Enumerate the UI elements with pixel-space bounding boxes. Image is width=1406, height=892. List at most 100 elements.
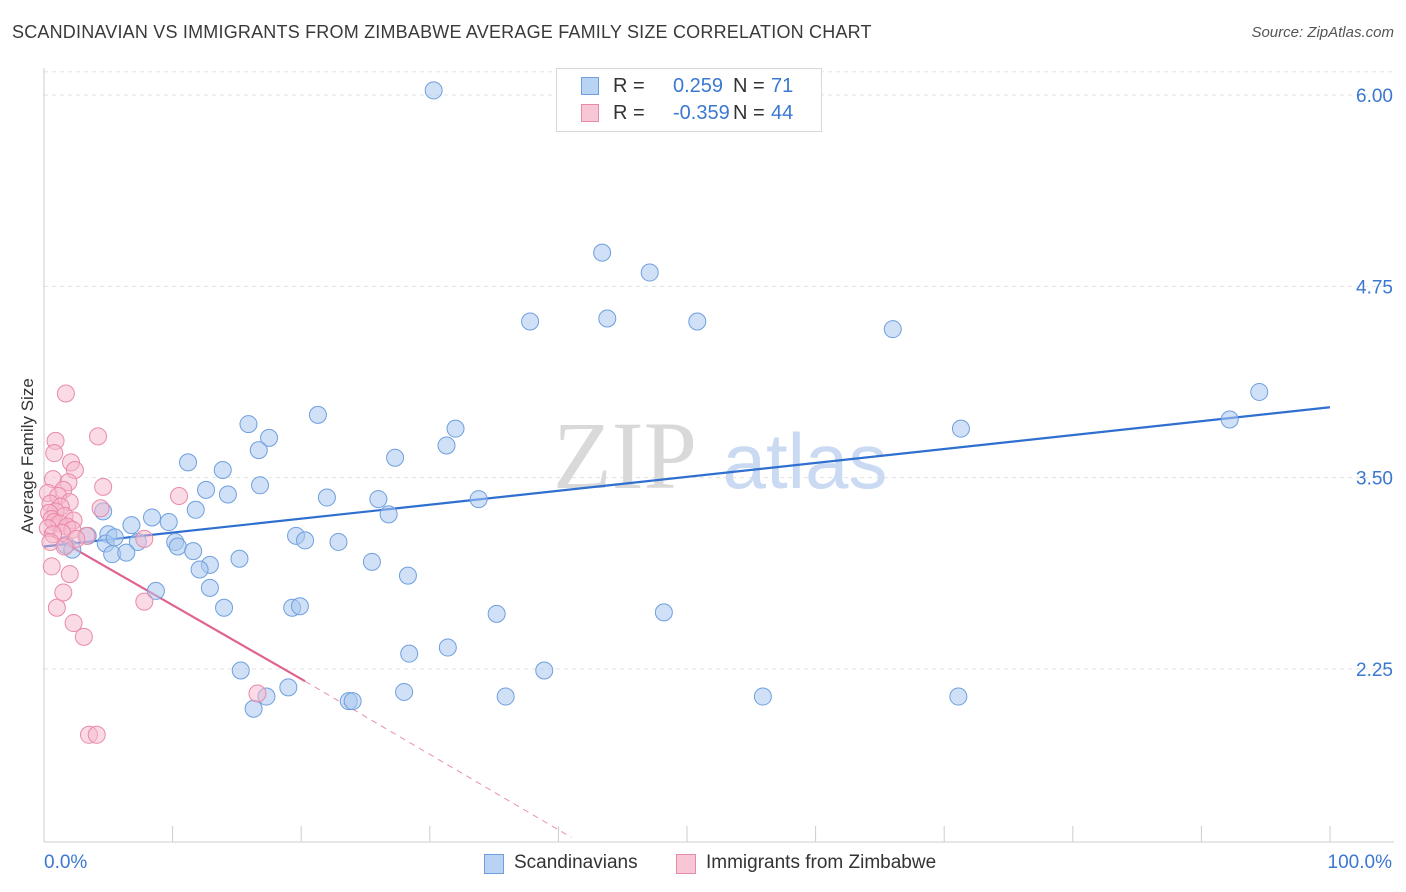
y-tick-label: 4.75 xyxy=(1356,277,1393,298)
scandinavians-point xyxy=(951,419,970,438)
scandinavians-point xyxy=(343,692,362,711)
scandinavians-point xyxy=(362,552,381,571)
scandinavians-point xyxy=(179,453,198,472)
scandinavians-point xyxy=(386,448,405,467)
y-tick-label: 6.00 xyxy=(1356,86,1393,107)
scandinavians-point xyxy=(186,500,205,519)
scandinavians-point xyxy=(654,603,673,622)
scandinavians-point xyxy=(146,581,165,600)
scandinavians-point xyxy=(296,531,315,550)
n-value: 44 xyxy=(771,102,794,124)
scandinavians-point xyxy=(168,537,187,556)
scandinavians-point xyxy=(469,490,488,509)
blue-swatch xyxy=(484,854,504,874)
scandinavians-point xyxy=(883,320,902,339)
scandinavians-point xyxy=(159,513,178,532)
y-axis-label: Average Family Size xyxy=(18,378,37,534)
scandinavians-point xyxy=(143,508,162,527)
y-tick-label: 3.50 xyxy=(1356,469,1393,490)
scandinavians-point xyxy=(640,263,659,282)
scandinavians-point xyxy=(379,505,398,524)
x-tick-min: 0.0% xyxy=(44,852,88,873)
n-label: N = xyxy=(733,102,765,124)
scandinavians-point xyxy=(218,485,237,504)
zimbabwe-point xyxy=(135,592,154,611)
scandinavians-point xyxy=(593,243,612,262)
scandinavians-point xyxy=(1220,410,1239,429)
scandinavians-point xyxy=(122,516,141,535)
n-value: 71 xyxy=(771,75,794,97)
zimbabwe-point xyxy=(64,614,83,633)
scandinavians-trend-line xyxy=(43,406,1331,548)
y-tick-labels: 2.25 3.50 4.75 6.00 xyxy=(1356,86,1393,681)
x-tick-max: 100.0% xyxy=(1327,852,1392,873)
scandinavians-point xyxy=(251,476,270,495)
zimbabwe-point xyxy=(55,537,74,556)
scandinavians-point xyxy=(535,661,554,680)
trend-lines xyxy=(43,406,1331,838)
scandinavians-point xyxy=(329,532,348,551)
blue-swatch xyxy=(581,77,599,95)
scandinavians-point xyxy=(598,309,617,328)
zimbabwe-point xyxy=(56,384,75,403)
zimbabwe-point xyxy=(170,487,189,506)
axes xyxy=(43,68,1394,843)
scandinavians-point xyxy=(446,419,465,438)
zimbabwe-point xyxy=(248,684,267,703)
r-value: 0.259 xyxy=(673,75,724,97)
scandinavians-point xyxy=(190,560,209,579)
scandinavians-point xyxy=(231,661,250,680)
scandinavians-point xyxy=(279,678,298,697)
scandinavians-point xyxy=(487,604,506,623)
zimbabwe-points xyxy=(38,384,267,744)
zimbabwe-point xyxy=(54,583,73,602)
scandinavians-point xyxy=(239,415,258,434)
zimbabwe-point xyxy=(89,427,108,446)
zimbabwe-point xyxy=(47,598,66,617)
zimbabwe-trend-extension xyxy=(304,680,572,838)
chart-source: Source: ZipAtlas.com xyxy=(1251,24,1394,41)
scandinavians-point xyxy=(117,543,136,562)
scandinavians-point xyxy=(105,528,124,547)
chart-title: SCANDINAVIAN VS IMMIGRANTS FROM ZIMBABWE… xyxy=(12,22,872,42)
watermark-atlas: atlas xyxy=(723,417,888,505)
zimbabwe-point xyxy=(74,627,93,646)
scandinavians-point xyxy=(395,682,414,701)
zimbabwe-point xyxy=(60,565,79,584)
scandinavians-point xyxy=(230,549,249,568)
r-label: R = xyxy=(613,102,645,124)
scandinavians-point xyxy=(308,405,327,424)
scandinavians-point xyxy=(290,597,309,616)
scandinavians-point xyxy=(369,490,388,509)
legend-label: Scandinavians xyxy=(514,852,638,873)
scandinavians-point xyxy=(317,488,336,507)
r-label: R = xyxy=(613,75,645,97)
scandinavians-point xyxy=(521,312,540,331)
scandinavians-point xyxy=(398,566,417,585)
r-value: -0.359 xyxy=(673,102,730,124)
zimbabwe-point xyxy=(91,499,110,518)
pink-swatch xyxy=(676,854,696,874)
scandinavians-point xyxy=(184,542,203,561)
y-tick-label: 2.25 xyxy=(1356,660,1393,681)
scandinavians-points xyxy=(56,81,1269,718)
scandinavians-point xyxy=(200,578,219,597)
scandinavians-point xyxy=(438,638,457,657)
scandinavians-point xyxy=(437,436,456,455)
scandinavians-point xyxy=(215,598,234,617)
scandinavians-point xyxy=(213,461,232,479)
zimbabwe-point xyxy=(94,477,113,496)
n-label: N = xyxy=(733,75,765,97)
zimbabwe-point xyxy=(87,725,106,744)
scandinavians-point xyxy=(260,428,279,447)
zimbabwe-point xyxy=(45,444,64,463)
scandinavians-point xyxy=(400,644,419,663)
scandinavians-point xyxy=(249,441,268,460)
grid-lines xyxy=(44,71,1394,670)
zimbabwe-trend-line xyxy=(43,530,306,683)
scandinavians-point xyxy=(753,687,772,706)
stats-legend: R = 0.259 N = 71 R = -0.359 N = 44 xyxy=(556,68,822,132)
scandinavians-point xyxy=(244,699,263,718)
scandinavians-point xyxy=(1250,382,1269,401)
